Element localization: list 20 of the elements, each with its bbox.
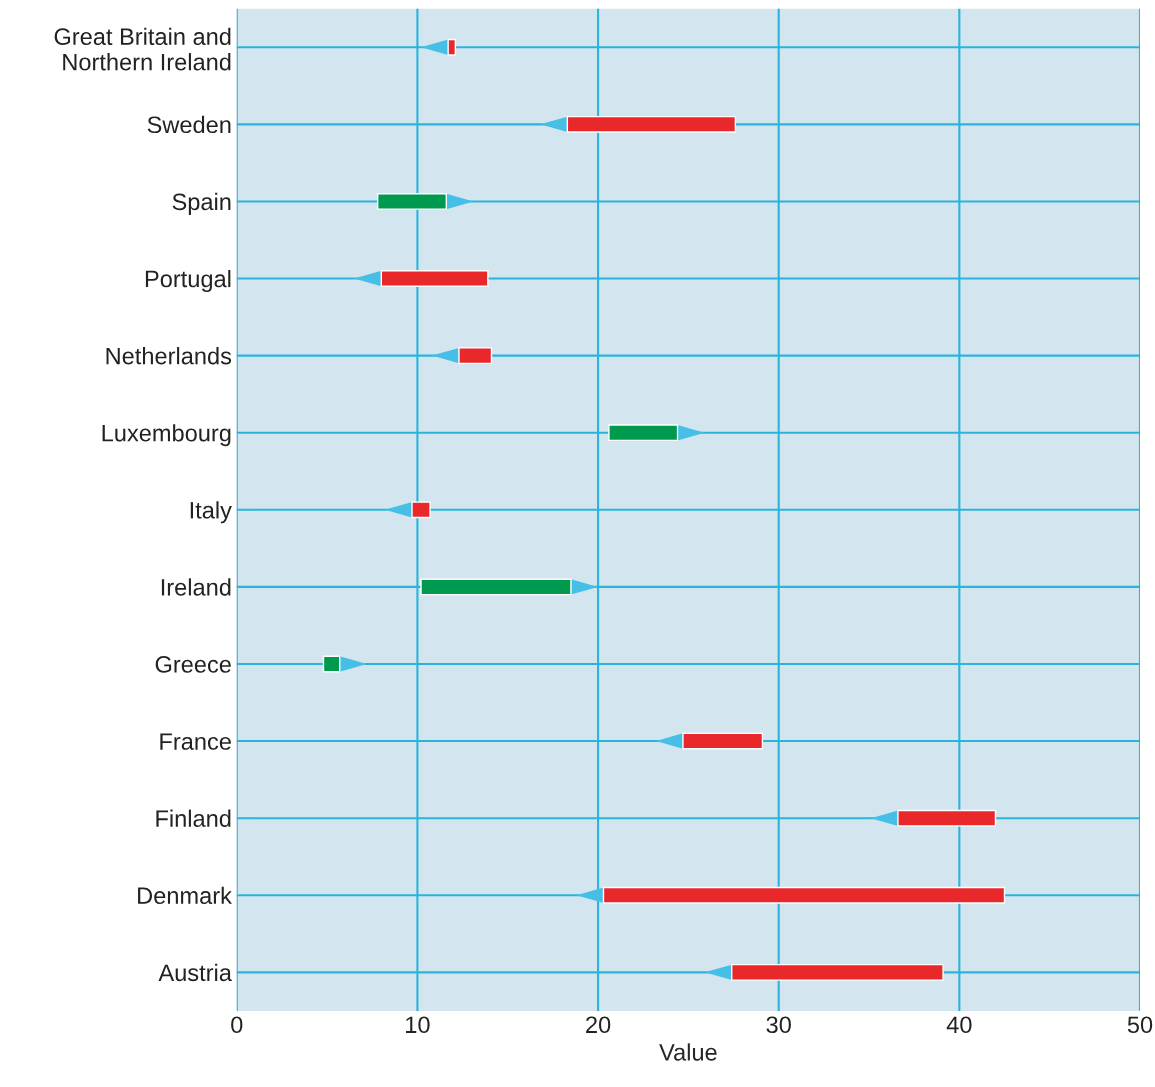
x-tick-label: 40 [946, 1016, 972, 1034]
y-tick-label: Luxembourg [102, 424, 231, 447]
x-tick-label: 20 [586, 1016, 611, 1034]
y-tick-label: Portugal [145, 269, 231, 292]
y-tick-label: France [160, 733, 231, 750]
x-tick-label: 50 [1127, 1016, 1153, 1034]
y-tick-label: Ireland [161, 578, 231, 596]
y-tick-label: Sweden [147, 115, 231, 134]
y-tick-label: Great Britain and Northern Ireland [54, 27, 231, 71]
y-tick-label: Netherlands [106, 347, 232, 365]
y-tick-label: Austria [158, 963, 232, 982]
x-tick-label: 0 [231, 1016, 243, 1034]
y-tick-label: Denmark [138, 886, 232, 905]
y-tick-label: Spain [172, 192, 231, 215]
x-axis-title: Value [659, 1043, 717, 1061]
x-tick-label: 10 [406, 1016, 430, 1034]
y-tick-label: Greece [155, 656, 231, 673]
x-tick-label: 30 [766, 1016, 791, 1034]
y-tick-label: Italy [190, 501, 232, 524]
y-tick-label: Finland [156, 809, 231, 827]
